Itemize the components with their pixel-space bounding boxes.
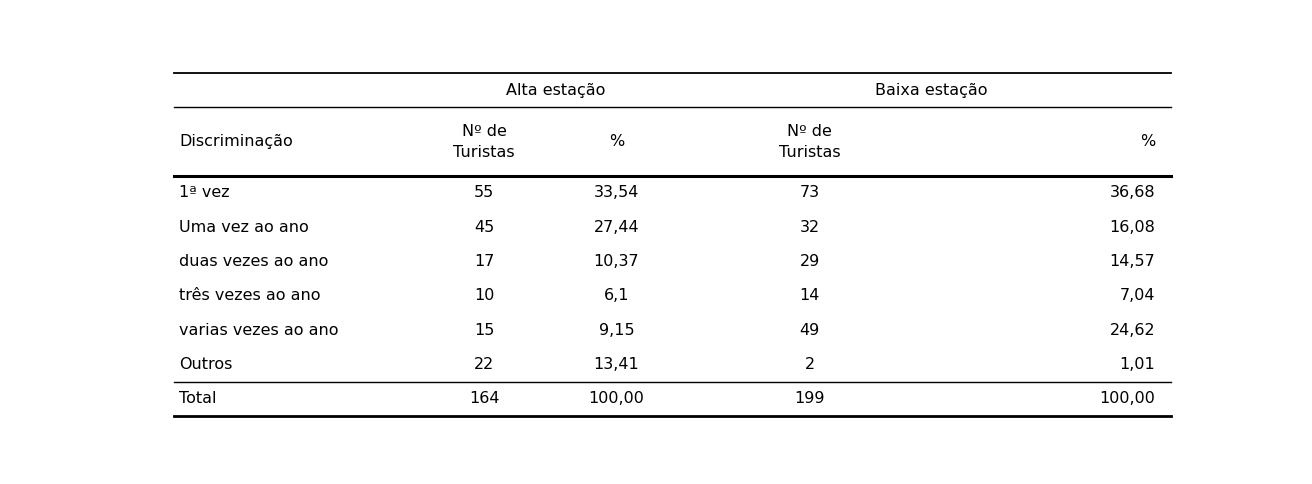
Text: duas vezes ao ano: duas vezes ao ano [180,254,328,269]
Text: 7,04: 7,04 [1120,288,1156,303]
Text: 27,44: 27,44 [593,220,639,235]
Text: 16,08: 16,08 [1110,220,1156,235]
Text: 2: 2 [804,357,815,372]
Text: 1,01: 1,01 [1119,357,1156,372]
Text: 17: 17 [474,254,495,269]
Text: 24,62: 24,62 [1110,323,1156,338]
Text: 6,1: 6,1 [604,288,630,303]
Text: 9,15: 9,15 [598,323,634,338]
Text: 199: 199 [795,391,825,406]
Text: Baixa estação: Baixa estação [875,83,988,98]
Text: 10,37: 10,37 [593,254,639,269]
Text: 55: 55 [474,185,495,200]
Text: 14: 14 [799,288,820,303]
Text: Nº de
Turistas: Nº de Turistas [454,123,516,160]
Text: 73: 73 [799,185,820,200]
Text: 36,68: 36,68 [1110,185,1156,200]
Text: 14,57: 14,57 [1110,254,1156,269]
Text: 49: 49 [799,323,820,338]
Text: 33,54: 33,54 [594,185,639,200]
Text: 100,00: 100,00 [1099,391,1156,406]
Text: 22: 22 [474,357,495,372]
Text: 164: 164 [470,391,500,406]
Text: 13,41: 13,41 [593,357,639,372]
Text: 32: 32 [799,220,820,235]
Text: Total: Total [180,391,216,406]
Text: três vezes ao ano: três vezes ao ano [180,288,320,303]
Text: Discriminação: Discriminação [180,134,293,149]
Text: Nº de
Turistas: Nº de Turistas [779,123,841,160]
Text: Outros: Outros [180,357,232,372]
Text: 10: 10 [474,288,495,303]
Text: 15: 15 [474,323,495,338]
Text: Uma vez ao ano: Uma vez ao ano [180,220,310,235]
Text: 100,00: 100,00 [589,391,644,406]
Text: 29: 29 [799,254,820,269]
Text: 45: 45 [474,220,495,235]
Text: varias vezes ao ano: varias vezes ao ano [180,323,338,338]
Text: %: % [1140,134,1156,149]
Text: 1ª vez: 1ª vez [180,185,230,200]
Text: %: % [609,134,625,149]
Text: Alta estação: Alta estação [506,83,605,98]
